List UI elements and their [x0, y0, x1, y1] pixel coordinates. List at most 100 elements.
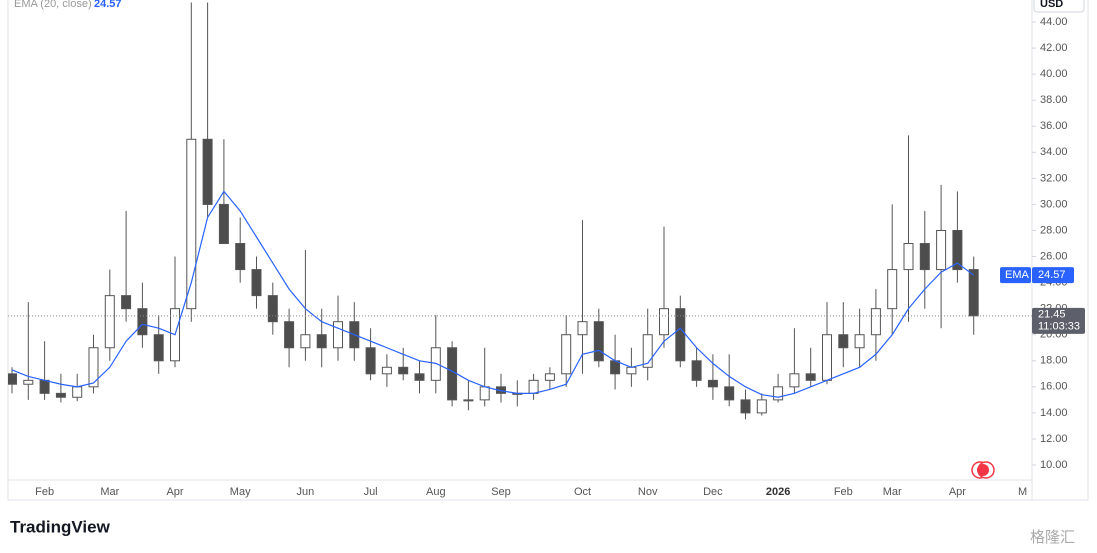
candle-body — [251, 269, 262, 297]
candle-body — [8, 373, 17, 385]
candle-body — [642, 334, 653, 368]
y-tick-label: 42.00 — [1040, 42, 1068, 54]
x-tick-label: Mar — [883, 486, 902, 498]
candle-body — [756, 399, 767, 414]
candle-body — [267, 295, 278, 323]
x-tick-label: Oct — [574, 486, 591, 498]
candle-body — [104, 295, 115, 349]
y-tick-label: 16.00 — [1040, 381, 1068, 393]
candle-body — [805, 373, 816, 381]
y-tick-label: 14.00 — [1040, 407, 1068, 419]
x-tick-label: M — [1018, 486, 1027, 498]
candle-body — [675, 308, 686, 362]
candle-body — [88, 347, 99, 388]
y-tick-label: 38.00 — [1040, 94, 1068, 106]
flag-icon — [971, 461, 995, 479]
candle-body — [577, 321, 588, 336]
candle-body — [186, 138, 197, 310]
candle-body — [381, 366, 392, 375]
candle-body — [610, 360, 621, 375]
candle-body — [740, 399, 751, 414]
candle-body — [121, 295, 132, 310]
ema-line — [11, 190, 975, 398]
y-tick-label: 26.00 — [1040, 250, 1068, 262]
y-tick-label: 12.00 — [1040, 433, 1068, 445]
currency-box[interactable] — [1033, 0, 1085, 13]
x-tick-label: Nov — [638, 486, 658, 498]
candle-body — [39, 379, 50, 394]
x-tick-label: Apr — [949, 486, 966, 498]
candle-body — [153, 334, 164, 362]
y-tick-label: 36.00 — [1040, 120, 1068, 132]
candle-body — [414, 373, 425, 381]
y-tick-label: 34.00 — [1040, 146, 1068, 158]
candle-body — [333, 321, 343, 349]
candle-body — [561, 334, 572, 375]
y-tick-label: 10.00 — [1040, 459, 1068, 471]
y-tick-label: 40.00 — [1040, 68, 1068, 80]
candle-body — [284, 321, 295, 349]
candle-body — [218, 203, 229, 245]
candle-body — [55, 392, 66, 398]
y-tick-label: 44.00 — [1040, 16, 1068, 28]
x-tick-label: Aug — [426, 486, 446, 498]
candle-body — [235, 243, 246, 271]
logo[interactable]: TradingView — [10, 517, 111, 536]
last-price-box — [1032, 307, 1085, 334]
candle-body — [968, 269, 979, 317]
chart-frame — [7, 0, 1089, 501]
x-tick-label: Mar — [100, 486, 119, 498]
candle-body — [202, 138, 213, 205]
candle-body — [137, 308, 148, 336]
currency[interactable]: USD — [1040, 0, 1063, 10]
x-tick-label: Apr — [166, 486, 183, 498]
candle-body — [854, 334, 865, 349]
x-tick-label: Jun — [297, 486, 315, 498]
countdown: 11:03:33 — [1038, 321, 1080, 333]
candle-body — [773, 386, 784, 401]
y-tick-label: 28.00 — [1040, 224, 1068, 236]
ema-name-box — [1000, 267, 1031, 284]
x-tick-label: Jul — [364, 486, 378, 498]
plot-area — [8, 2, 979, 420]
candle-body — [72, 386, 83, 398]
candle-body — [952, 229, 963, 271]
candle-body — [903, 243, 914, 271]
candle-body — [544, 373, 555, 381]
candle-body — [822, 334, 832, 381]
x-tick-label: May — [230, 486, 251, 498]
x-tick-label: Feb — [834, 486, 853, 498]
ema-value: 24.57 — [1038, 269, 1066, 281]
candle-body — [479, 386, 490, 401]
candle-body — [691, 360, 702, 381]
y-tick-label: 18.00 — [1040, 355, 1068, 367]
candle-body — [398, 366, 409, 375]
watermark: 格隆汇 — [1030, 529, 1075, 546]
candle-body — [919, 243, 930, 271]
candle-body — [936, 229, 947, 271]
candle-body — [887, 269, 898, 310]
candle-body — [707, 379, 718, 388]
candle-body — [300, 334, 311, 349]
candle-body — [365, 347, 376, 375]
candle-body — [626, 366, 637, 375]
x-tick-label: Feb — [35, 486, 54, 498]
candle-body — [838, 334, 849, 349]
candle-body — [724, 386, 735, 401]
ema-value-box — [1032, 267, 1074, 284]
last-price: 21.45 — [1038, 309, 1066, 321]
x-tick-label: Sep — [491, 486, 511, 498]
ema-name: EMA — [1005, 269, 1030, 281]
candle-body — [659, 308, 669, 336]
y-tick-label: 30.00 — [1040, 198, 1068, 210]
candle-body — [463, 399, 474, 402]
candle-body — [593, 321, 604, 362]
candle-body — [870, 308, 881, 336]
candle-body — [789, 373, 800, 388]
y-tick-label: 32.00 — [1040, 172, 1068, 184]
candle-body — [316, 334, 327, 349]
candle-body — [23, 379, 34, 385]
legend-value: 24.57 — [94, 0, 122, 10]
legend-label: EMA (20, close) — [14, 0, 92, 10]
candle-body — [447, 347, 458, 401]
